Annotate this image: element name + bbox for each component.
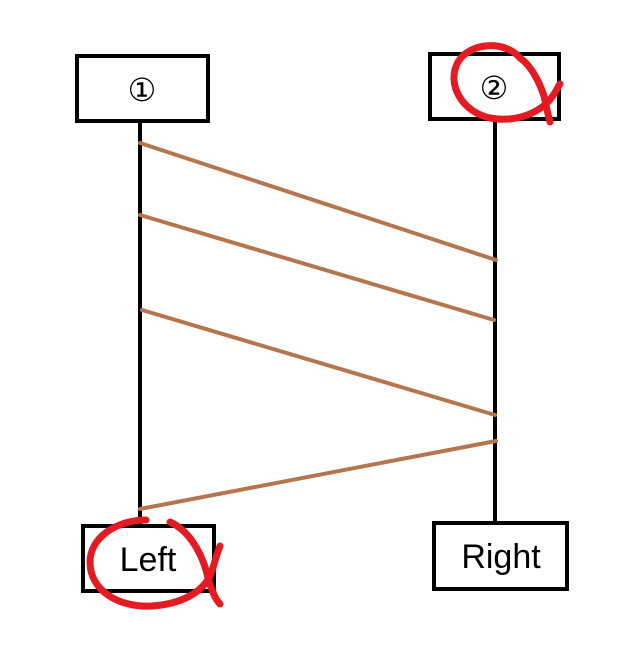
node-top-left: ① (75, 54, 210, 123)
node-top-left-box (75, 54, 210, 123)
message-line-1 (138, 141, 498, 262)
node-bottom-right-box (432, 521, 569, 591)
node-top-right-label: ② (480, 70, 509, 106)
annotation-circle-top-right (450, 42, 564, 126)
node-bottom-left-label: Left (120, 541, 177, 579)
message-line-4 (138, 439, 498, 511)
node-bottom-right-label: Right (461, 538, 541, 576)
annotation-circle-bottom-left (86, 516, 224, 610)
message-line-2 (138, 213, 496, 322)
message-line-3 (140, 308, 497, 417)
message-lines (138, 141, 498, 511)
node-top-left-label: ① (128, 72, 157, 108)
node-bottom-right: Right (432, 521, 569, 591)
